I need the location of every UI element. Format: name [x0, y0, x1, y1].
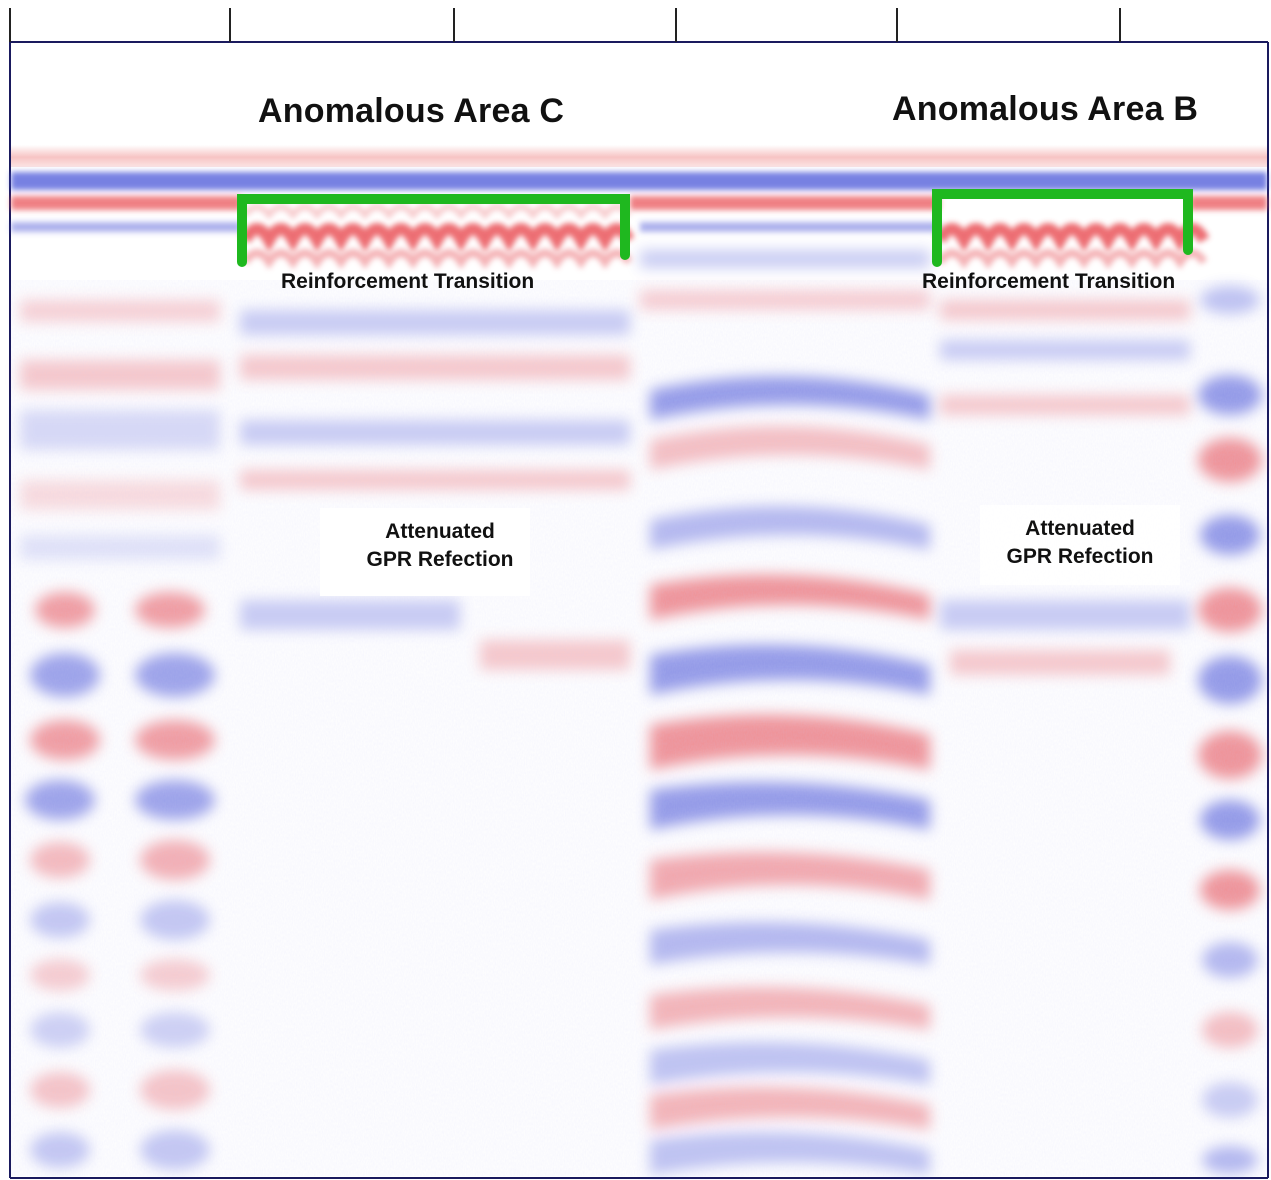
attenuated-label-b: Attenuated GPR Refection [980, 515, 1180, 571]
bracket-area-c [237, 194, 630, 267]
attenuated-label-c-line1: Attenuated [385, 520, 495, 543]
rebar-reflections-area-c [239, 204, 635, 270]
top-axis [9, 8, 1269, 1179]
reinforcement-transition-label-c: Reinforcement Transition [281, 270, 535, 293]
attenuated-label-b-line2: GPR Refection [1006, 545, 1154, 568]
label-background [320, 508, 530, 596]
reinforcement-transition-label-b: Reinforcement Transition [922, 270, 1176, 293]
area-c-title: Anomalous Area C [258, 92, 565, 130]
label-background [980, 505, 1180, 585]
area-b-title: Anomalous Area B [892, 90, 1199, 128]
bracket-area-b [932, 189, 1193, 267]
attenuated-label-b-line1: Attenuated [1025, 517, 1135, 540]
rebar-reflections-area-b [934, 223, 1210, 270]
attenuated-label-c-line2: GPR Refection [366, 548, 514, 571]
attenuated-label-c: Attenuated GPR Refection [340, 518, 540, 574]
